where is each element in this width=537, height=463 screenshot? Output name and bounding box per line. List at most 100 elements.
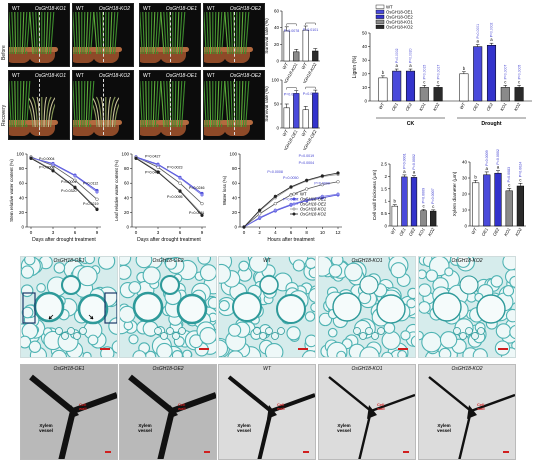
tem-image	[319, 365, 415, 459]
data-point	[273, 208, 277, 212]
significance-letter: b	[463, 66, 466, 71]
data-point	[336, 192, 340, 196]
legend-marker	[292, 212, 296, 216]
photo-label-wt: WT	[12, 73, 20, 79]
x-tick-label: OE2	[404, 101, 413, 111]
scale-bar	[105, 451, 111, 453]
y-tick-label: 0	[21, 225, 24, 230]
x-tick-label: 12	[335, 230, 341, 235]
bar	[430, 210, 437, 227]
rice-plants	[224, 80, 250, 127]
xylem-vessel-label: Xylem vessel	[138, 423, 152, 433]
bar	[486, 44, 497, 102]
data-point	[305, 198, 309, 202]
y-tick-label: 0	[276, 126, 279, 131]
tem-micrograph: OsGH18-KO2 Xylem vessel Cell wall	[418, 364, 516, 460]
p-value: P=0.0095	[167, 195, 183, 199]
series-line	[135, 156, 203, 204]
rice-plants	[160, 11, 186, 54]
y-tick-label: 80	[232, 166, 238, 171]
y-tick-label: 0	[126, 225, 129, 230]
section-micrograph	[21, 257, 117, 357]
x-tick-label: 0	[30, 230, 33, 235]
significance-bracket	[286, 87, 297, 90]
x-tick-label: 9	[201, 230, 204, 235]
x-tick-label: 4	[274, 230, 277, 235]
group-label: CK	[407, 121, 415, 127]
error-bar	[484, 171, 489, 175]
legend-label: OsGH18-OE1	[386, 9, 413, 14]
plant-photo: WT OsGH18-OE2	[203, 70, 265, 140]
bar	[302, 29, 309, 62]
y-axis-label: Xylem diameter (μm)	[452, 171, 458, 216]
x-tick-label: OE1	[472, 102, 481, 112]
data-point	[320, 174, 324, 178]
y-tick-label: 0	[276, 59, 279, 64]
pot	[73, 120, 98, 136]
xylem-vessel-label: Xylem vessel	[237, 423, 251, 433]
error-bar	[507, 188, 512, 191]
significance-letter: a	[477, 39, 480, 44]
y-tick-label: 10	[362, 85, 368, 90]
p-value: P=0.0024	[518, 162, 522, 178]
x-tick-label: WT	[300, 129, 308, 138]
photo-label-wt: WT	[207, 6, 215, 12]
plant-photo: WT OsGH18-OE1	[139, 70, 201, 140]
data-point	[336, 180, 340, 184]
tem-micrograph: OsGH18-OE1 Xylem vessel Cell wall	[20, 364, 118, 460]
y-tick-label: 20	[124, 210, 130, 215]
data-point	[51, 169, 55, 173]
x-tick-label: 3	[52, 230, 55, 235]
error-bar	[436, 85, 440, 88]
bar	[293, 93, 300, 129]
photo-label-line: OsGH18-OE2	[229, 6, 261, 12]
photo-label-line: OsGH18-OE2	[229, 73, 261, 79]
error-bar	[489, 42, 494, 46]
rice-plants	[29, 11, 55, 54]
p-value: P=0.0407	[145, 171, 161, 175]
tem-title: OsGH18-OE2	[152, 366, 184, 372]
data-point	[320, 194, 324, 198]
bar	[420, 210, 427, 227]
data-point	[95, 207, 99, 212]
y-tick-label: 100	[271, 78, 279, 83]
xylem-cross-section: OsGH18-OE2	[119, 256, 217, 358]
y-axis-label: Survival rate (%)	[264, 86, 270, 122]
x-tick-label: 6	[74, 230, 77, 235]
series-line	[30, 157, 98, 193]
p-value: P=0.0427	[145, 155, 161, 159]
significance-letter: b	[474, 174, 477, 179]
p-value: P=0.0004	[39, 157, 55, 161]
scale-bar	[498, 348, 508, 350]
tem-image	[419, 365, 515, 459]
y-tick-label: 40	[462, 160, 468, 165]
y-axis-label: Cell wall thickness (μm)	[372, 169, 378, 220]
p-value: P=0.0009	[314, 182, 330, 186]
row-label-before: Before	[1, 45, 7, 60]
p-value: P=0.0008	[267, 170, 282, 174]
bar	[505, 190, 513, 227]
y-tick-label: 20	[274, 42, 280, 47]
significance-letter: a	[396, 63, 399, 68]
error-bar	[517, 85, 521, 88]
data-point	[273, 194, 277, 198]
photo-label-line: OsGH18-KO1	[34, 73, 66, 79]
photo-label-line: OsGH18-KO2	[98, 6, 130, 12]
legend-label: OsGH18-KO1	[300, 207, 326, 212]
p-value: P=0.0001	[476, 24, 480, 39]
error-bar	[421, 209, 426, 211]
bar	[283, 107, 290, 129]
series-line	[30, 157, 98, 210]
photo-label-wt: WT	[143, 6, 151, 12]
xylem-cross-section: WT	[218, 256, 316, 358]
divider	[39, 12, 40, 62]
divider	[39, 79, 40, 135]
x-tick-label: OE1	[391, 102, 400, 112]
error-bar	[294, 49, 299, 52]
legend-swatch	[375, 19, 385, 24]
bar	[410, 177, 418, 227]
rice-plants	[9, 11, 31, 54]
legend-marker	[292, 202, 296, 206]
